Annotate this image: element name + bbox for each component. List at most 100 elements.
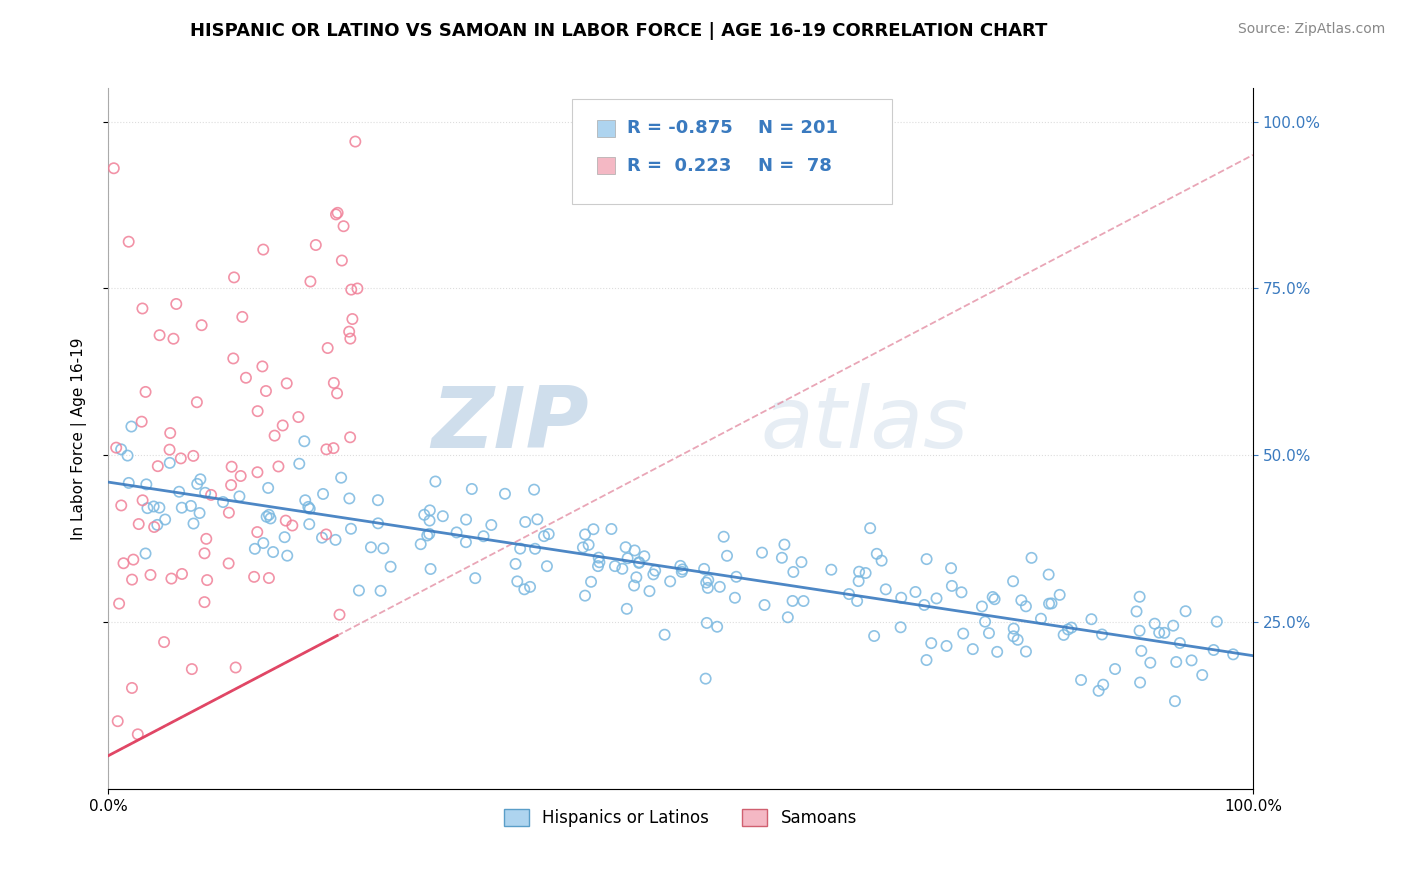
Point (724, 591, 747, 605)
Point (219, 478, 242, 492)
Point (326, 386, 349, 401)
Point (316, 341, 339, 355)
Point (1130, 644, 1153, 658)
Point (654, 628, 676, 642)
Point (263, 428, 285, 442)
Point (986, 645, 1008, 659)
Point (875, 582, 897, 597)
Point (935, 639, 957, 653)
Point (1070, 673, 1092, 687)
Point (149, 328, 172, 343)
Point (120, 419, 142, 434)
Point (633, 549, 655, 564)
Point (340, 522, 363, 536)
Point (848, 574, 870, 588)
Point (271, 418, 294, 433)
Point (981, 590, 1004, 604)
Point (281, 518, 304, 533)
Point (1153, 625, 1175, 640)
Point (644, 564, 666, 578)
Point (970, 599, 993, 614)
Point (1038, 567, 1060, 582)
Point (472, 529, 495, 543)
Text: Source: ZipAtlas.com: Source: ZipAtlas.com (1237, 22, 1385, 37)
Point (1060, 621, 1083, 635)
Point (190, 318, 212, 333)
Point (1129, 675, 1152, 690)
Point (118, 475, 141, 490)
Point (228, 489, 250, 503)
Point (1174, 604, 1197, 618)
Point (1002, 622, 1025, 636)
Point (103, 161, 125, 176)
Point (235, 370, 257, 384)
Point (773, 538, 796, 552)
Point (725, 570, 748, 584)
Point (325, 533, 347, 547)
Point (696, 615, 718, 630)
Point (754, 598, 776, 612)
Point (855, 566, 877, 580)
Point (298, 517, 321, 532)
Point (419, 514, 441, 528)
Point (695, 575, 717, 590)
Point (229, 469, 252, 483)
Point (1161, 618, 1184, 632)
Point (513, 582, 536, 597)
Point (582, 522, 605, 536)
Point (1087, 683, 1109, 698)
Point (616, 602, 638, 616)
Point (193, 546, 215, 560)
Point (537, 527, 560, 541)
Point (600, 522, 623, 536)
Point (574, 589, 596, 603)
Point (170, 566, 193, 581)
Point (425, 475, 447, 489)
Point (267, 459, 290, 474)
Point (190, 472, 212, 486)
Point (1057, 623, 1080, 637)
Point (866, 547, 889, 561)
Point (312, 487, 335, 501)
Point (170, 500, 193, 515)
Point (246, 525, 269, 540)
Point (135, 384, 157, 399)
Point (578, 538, 600, 552)
Point (695, 672, 717, 686)
Point (776, 610, 799, 624)
Point (188, 506, 211, 520)
Point (693, 562, 716, 576)
Point (1129, 590, 1152, 604)
Point (162, 332, 184, 346)
Point (533, 529, 555, 543)
Point (526, 512, 548, 526)
Point (515, 515, 537, 529)
Point (848, 565, 870, 579)
Point (222, 270, 245, 285)
Point (1168, 636, 1191, 650)
Text: N = 201: N = 201 (758, 120, 838, 137)
Point (1080, 612, 1102, 626)
Point (367, 516, 389, 531)
Point (139, 568, 162, 582)
Point (330, 471, 353, 485)
Point (194, 485, 217, 500)
Point (626, 570, 648, 584)
Point (977, 626, 1000, 640)
Point (273, 530, 295, 544)
Point (344, 135, 367, 149)
Point (586, 559, 609, 574)
Point (117, 449, 139, 463)
Point (165, 297, 187, 311)
FancyBboxPatch shape (572, 99, 893, 203)
Point (782, 565, 804, 579)
Point (367, 493, 389, 508)
Point (222, 351, 245, 366)
Point (1002, 574, 1025, 589)
Point (112, 556, 135, 570)
Point (340, 283, 363, 297)
Point (614, 540, 637, 554)
Point (1040, 596, 1063, 610)
Point (252, 359, 274, 374)
Point (212, 495, 235, 509)
